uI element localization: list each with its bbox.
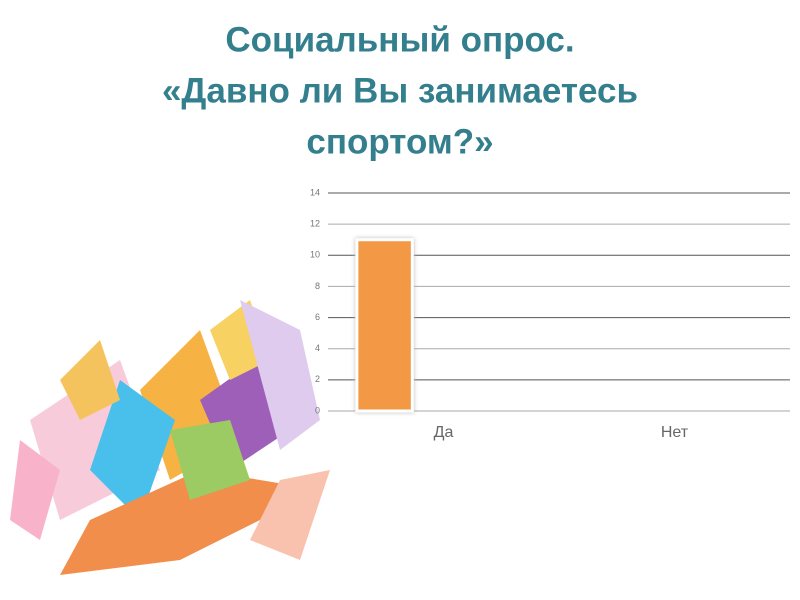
decoration	[10, 300, 330, 575]
x-tick-label: Нет	[661, 424, 689, 441]
y-tick-label: 14	[310, 187, 320, 197]
slide-title: спортом?»	[306, 122, 493, 161]
y-tick-label: 0	[315, 405, 320, 415]
y-tick-label: 12	[310, 219, 320, 229]
bar	[355, 238, 414, 413]
y-tick-label: 8	[315, 281, 320, 291]
y-tick-label: 4	[315, 343, 320, 353]
slide-title: Социальный опрос.	[225, 20, 574, 59]
y-tick-label: 6	[315, 312, 320, 322]
y-tick-label: 10	[310, 250, 320, 260]
x-tick-label: Да	[434, 424, 454, 441]
y-tick-label: 2	[315, 374, 320, 384]
slide-title: «Давно ли Вы занимаетесь	[162, 71, 638, 110]
